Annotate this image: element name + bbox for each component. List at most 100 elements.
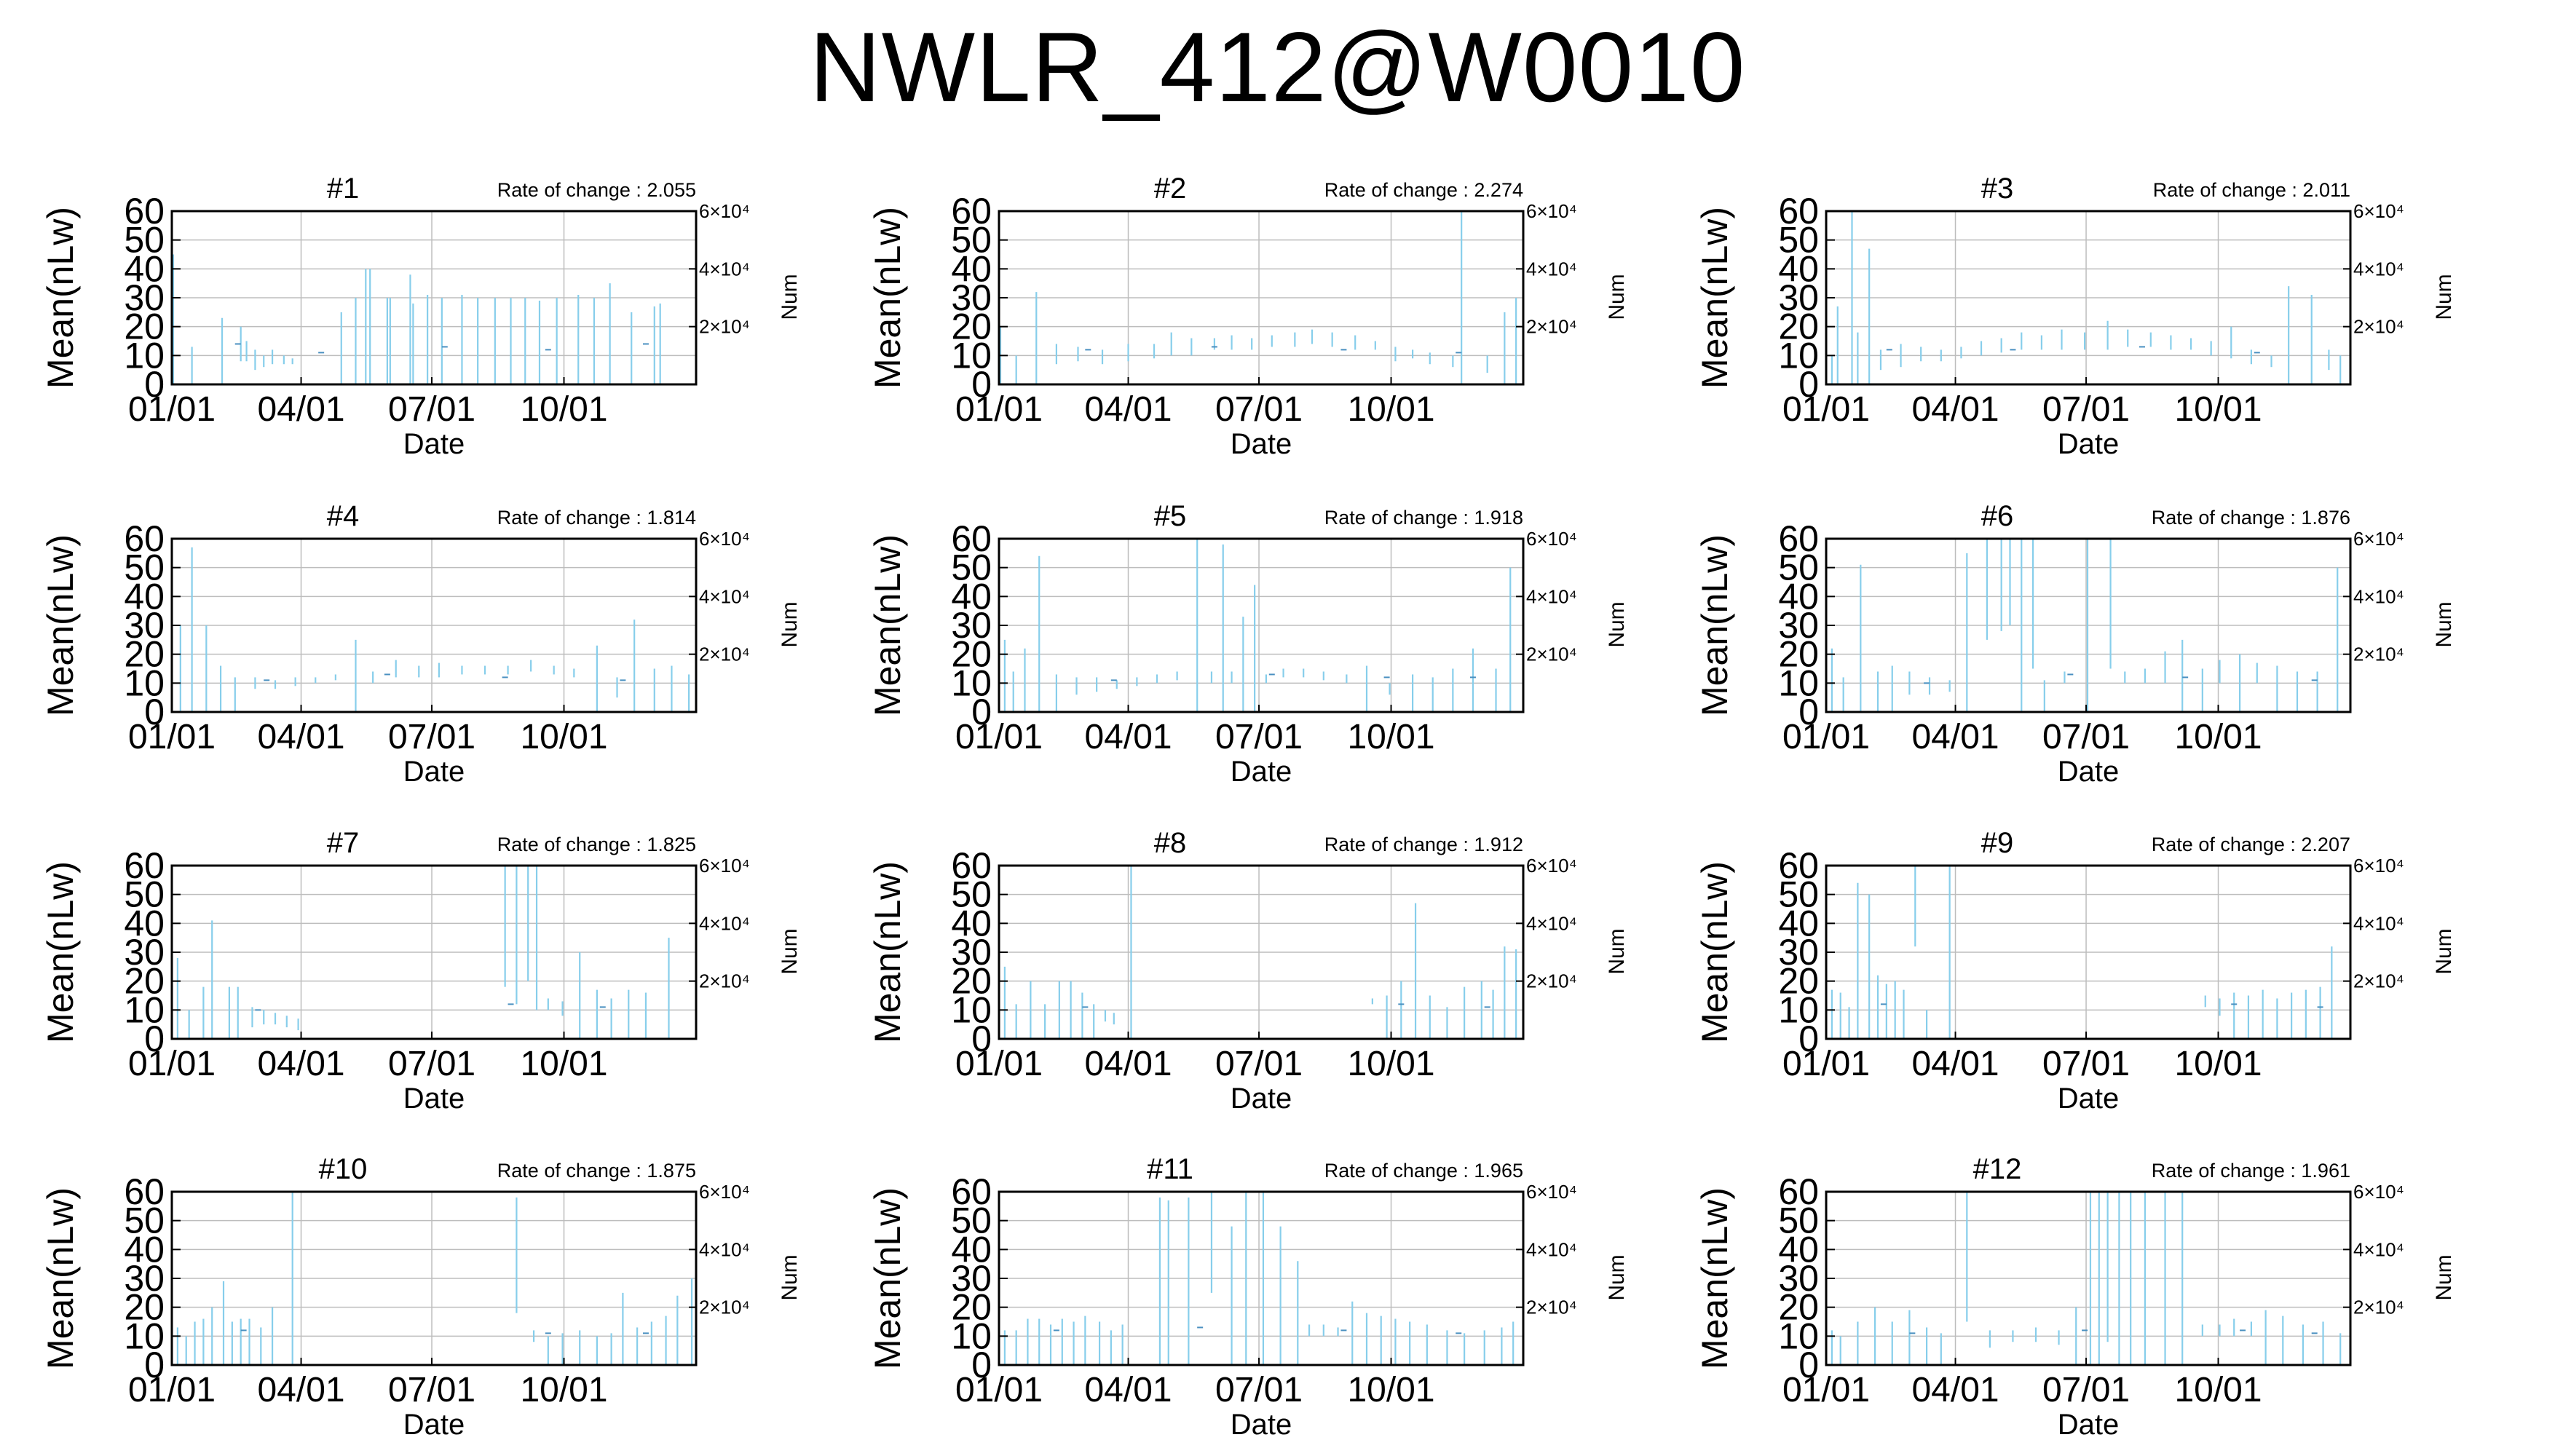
- y-tick-label: 40: [1778, 248, 1819, 289]
- x-axis-label: Date: [2058, 428, 2120, 460]
- y-tick-label: 0: [144, 692, 165, 732]
- x-tick-label: 04/01: [257, 718, 344, 756]
- y2-tick-label: 6×10⁴: [1526, 200, 1577, 222]
- rate-of-change-label: Rate of change : 1.876: [2152, 507, 2350, 529]
- y-tick-label: 40: [951, 248, 992, 289]
- y-tick-label: 0: [1798, 692, 1819, 732]
- x-tick-label: 04/01: [257, 1045, 344, 1083]
- y-tick-label: 10: [124, 989, 165, 1030]
- x-axis-label: Date: [2058, 1409, 2120, 1441]
- y-tick-label: 30: [1778, 605, 1819, 646]
- x-tick-label: 07/01: [2042, 1045, 2130, 1083]
- x-tick-label: 10/01: [520, 390, 607, 429]
- y-tick-label: 30: [1778, 932, 1819, 973]
- y-axis-label: Mean(nLw): [40, 534, 81, 716]
- x-tick-label: 04/01: [1911, 390, 1999, 429]
- y2-tick-label: 4×10⁴: [1526, 585, 1577, 607]
- y-tick-label: 30: [951, 605, 992, 646]
- x-tick-label: 01/01: [955, 1045, 1043, 1083]
- x-tick-label: 04/01: [1084, 1045, 1172, 1083]
- y-tick-label: 60: [951, 845, 992, 886]
- rate-of-change-label: Rate of change : 2.011: [2153, 179, 2350, 201]
- y-tick-label: 60: [124, 845, 165, 886]
- y-tick-label: 20: [951, 961, 992, 1002]
- y2-tick-label: 6×10⁴: [2353, 200, 2404, 222]
- y2-tick-label: 6×10⁴: [1526, 1181, 1577, 1203]
- y2-axis-label: Num: [2432, 1254, 2456, 1300]
- panel-title: #3: [1981, 173, 2014, 205]
- y-tick-label: 40: [951, 576, 992, 617]
- y-tick-label: 30: [1778, 277, 1819, 318]
- y2-axis-label: Num: [1605, 928, 1629, 974]
- x-tick-label: 07/01: [2042, 1371, 2130, 1409]
- x-tick-label: 04/01: [1911, 718, 1999, 756]
- y-tick-label: 60: [951, 191, 992, 232]
- y-tick-label: 0: [971, 364, 992, 405]
- panel-title: #10: [319, 1153, 368, 1185]
- x-tick-label: 07/01: [388, 718, 475, 756]
- y2-tick-label: 4×10⁴: [1526, 258, 1577, 280]
- y-tick-label: 50: [951, 220, 992, 261]
- y-tick-label: 10: [951, 1315, 992, 1356]
- y-tick-label: 60: [951, 518, 992, 559]
- y2-tick-label: 2×10⁴: [699, 316, 750, 338]
- y-tick-label: 0: [144, 1018, 165, 1059]
- x-tick-label: 10/01: [520, 1045, 607, 1083]
- y2-tick-label: 4×10⁴: [699, 585, 750, 607]
- y-tick-label: 20: [1778, 634, 1819, 675]
- y-tick-label: 10: [1778, 335, 1819, 376]
- y2-tick-label: 4×10⁴: [1526, 912, 1577, 934]
- x-tick-label: 01/01: [128, 1045, 216, 1083]
- y-tick-label: 50: [124, 1200, 165, 1241]
- y2-tick-label: 6×10⁴: [2353, 528, 2404, 550]
- y-tick-label: 20: [951, 306, 992, 347]
- panel-title: #5: [1154, 500, 1187, 532]
- rate-of-change-label: Rate of change : 2.207: [2152, 834, 2350, 855]
- y-tick-label: 40: [124, 1229, 165, 1270]
- y2-tick-label: 4×10⁴: [2353, 258, 2404, 280]
- x-tick-label: 01/01: [128, 390, 216, 429]
- y-axis-label: Mean(nLw): [1694, 861, 1735, 1043]
- y2-tick-label: 6×10⁴: [1526, 855, 1577, 877]
- x-tick-label: 10/01: [2174, 718, 2262, 756]
- y2-tick-label: 2×10⁴: [2353, 316, 2404, 338]
- y2-axis-label: Num: [778, 1254, 802, 1300]
- y2-axis-label: Num: [2432, 601, 2456, 647]
- y-axis-label: Mean(nLw): [1694, 534, 1735, 716]
- y-tick-label: 30: [124, 1258, 165, 1299]
- y-tick-label: 50: [124, 874, 165, 915]
- panel-title: #8: [1154, 827, 1187, 859]
- x-tick-label: 07/01: [2042, 390, 2130, 429]
- y2-tick-label: 2×10⁴: [699, 1297, 750, 1318]
- x-tick-label: 01/01: [1782, 390, 1870, 429]
- x-axis-label: Date: [2058, 756, 2120, 788]
- y2-tick-label: 2×10⁴: [1526, 316, 1577, 338]
- y-tick-label: 20: [951, 634, 992, 675]
- y2-tick-label: 6×10⁴: [699, 528, 750, 550]
- y2-tick-label: 6×10⁴: [699, 1181, 750, 1203]
- y2-axis-label: Num: [778, 928, 802, 974]
- y-tick-label: 0: [144, 364, 165, 405]
- x-tick-label: 07/01: [2042, 718, 2130, 756]
- y2-axis-label: Num: [778, 274, 802, 320]
- y-tick-label: 30: [951, 1258, 992, 1299]
- y-tick-label: 50: [1778, 220, 1819, 261]
- y-tick-label: 40: [951, 1229, 992, 1270]
- y-axis-label: Mean(nLw): [40, 861, 81, 1043]
- x-tick-label: 01/01: [955, 390, 1043, 429]
- x-tick-label: 01/01: [955, 718, 1043, 756]
- x-axis-label: Date: [403, 1409, 465, 1441]
- y-tick-label: 0: [971, 1018, 992, 1059]
- y2-tick-label: 4×10⁴: [699, 1238, 750, 1260]
- y-tick-label: 20: [124, 961, 165, 1002]
- y2-tick-label: 4×10⁴: [1526, 1238, 1577, 1260]
- y-axis-label: Mean(nLw): [40, 207, 81, 389]
- x-tick-label: 07/01: [388, 1045, 475, 1083]
- rate-of-change-label: Rate of change : 1.961: [2152, 1160, 2350, 1182]
